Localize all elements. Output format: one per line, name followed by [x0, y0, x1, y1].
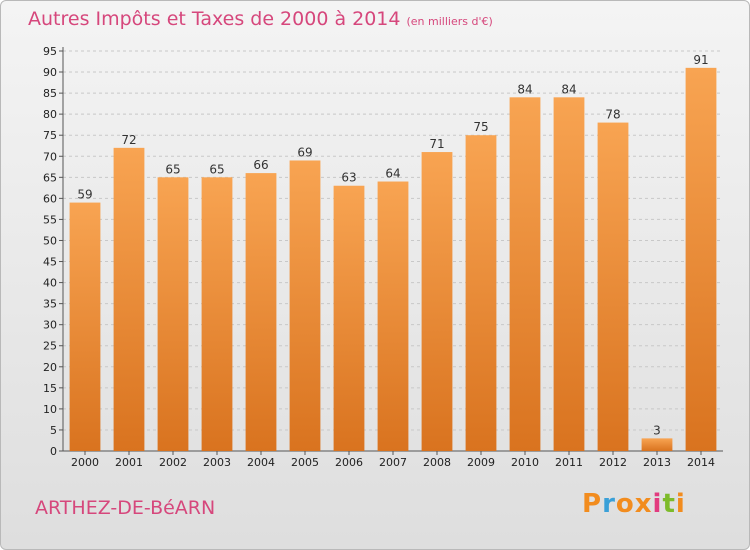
- x-tick-label: 2014: [687, 456, 715, 469]
- data-label: 72: [121, 133, 136, 147]
- data-label: 3: [653, 423, 661, 437]
- bar: [201, 177, 233, 451]
- y-tick-label: 15: [43, 382, 57, 395]
- place-name: ARTHEZ-DE-BéARN: [35, 497, 216, 519]
- data-label: 66: [253, 158, 268, 172]
- data-label: 59: [77, 188, 92, 202]
- x-tick-label: 2002: [159, 456, 187, 469]
- logo-letter: t: [662, 489, 676, 519]
- bar: [421, 152, 453, 452]
- bar: [641, 438, 673, 451]
- data-label: 84: [561, 82, 576, 96]
- y-tick-label: 45: [43, 256, 57, 269]
- bar: [509, 97, 541, 451]
- data-label: 63: [341, 171, 356, 185]
- bar: [333, 185, 365, 451]
- logo-letter: o: [615, 489, 635, 519]
- x-tick-label: 2012: [599, 456, 627, 469]
- x-tick-label: 2003: [203, 456, 231, 469]
- y-tick-label: 5: [50, 424, 57, 437]
- logo-letter: x: [634, 489, 653, 519]
- bar: [597, 122, 629, 451]
- bar: [69, 202, 101, 451]
- data-label: 78: [605, 108, 620, 122]
- chart-title-unit: (en milliers d'€): [406, 15, 493, 28]
- data-label: 71: [429, 137, 444, 151]
- data-label: 84: [517, 82, 532, 96]
- data-label: 91: [693, 53, 708, 67]
- data-label: 69: [297, 145, 312, 159]
- y-tick-label: 35: [43, 298, 57, 311]
- logo-letter: P: [582, 489, 603, 519]
- proxiti-logo: Proxiti: [582, 489, 686, 519]
- x-tick-label: 2005: [291, 456, 319, 469]
- bar: [245, 173, 277, 451]
- data-label: 64: [385, 167, 400, 181]
- y-tick-label: 95: [43, 45, 57, 58]
- y-tick-label: 20: [43, 361, 57, 374]
- data-label: 65: [209, 162, 224, 176]
- y-tick-label: 60: [43, 192, 57, 205]
- bar: [113, 147, 145, 451]
- x-tick-label: 2006: [335, 456, 363, 469]
- y-tick-label: 85: [43, 87, 57, 100]
- x-tick-label: 2008: [423, 456, 451, 469]
- logo-letter: i: [675, 489, 686, 519]
- x-tick-label: 2009: [467, 456, 495, 469]
- bar: [289, 160, 321, 451]
- bar: [553, 97, 585, 451]
- y-tick-label: 0: [50, 445, 57, 458]
- x-tick-label: 2013: [643, 456, 671, 469]
- bar: [465, 135, 497, 452]
- x-tick-label: 2010: [511, 456, 539, 469]
- y-tick-label: 55: [43, 213, 57, 226]
- bar: [685, 67, 717, 451]
- y-tick-label: 50: [43, 234, 57, 247]
- y-tick-label: 25: [43, 340, 57, 353]
- x-tick-label: 2000: [71, 456, 99, 469]
- y-tick-label: 40: [43, 277, 57, 290]
- x-tick-label: 2001: [115, 456, 143, 469]
- chart-title-main: Autres Impôts et Taxes de 2000 à 2014: [28, 8, 401, 30]
- bar: [377, 181, 409, 452]
- y-tick-label: 65: [43, 171, 57, 184]
- y-tick-label: 70: [43, 150, 57, 163]
- y-tick-label: 10: [43, 403, 57, 416]
- x-tick-label: 2007: [379, 456, 407, 469]
- chart-title: Autres Impôts et Taxes de 2000 à 2014 (en…: [28, 8, 493, 30]
- bar: [157, 177, 189, 451]
- data-label: 75: [473, 120, 488, 134]
- x-tick-label: 2011: [555, 456, 583, 469]
- x-tick-label: 2004: [247, 456, 275, 469]
- logo-letter: i: [652, 489, 663, 519]
- data-label: 65: [165, 162, 180, 176]
- y-tick-label: 90: [43, 66, 57, 79]
- logo-letter: r: [602, 489, 616, 519]
- y-tick-label: 30: [43, 319, 57, 332]
- y-tick-label: 75: [43, 129, 57, 142]
- y-tick-label: 80: [43, 108, 57, 121]
